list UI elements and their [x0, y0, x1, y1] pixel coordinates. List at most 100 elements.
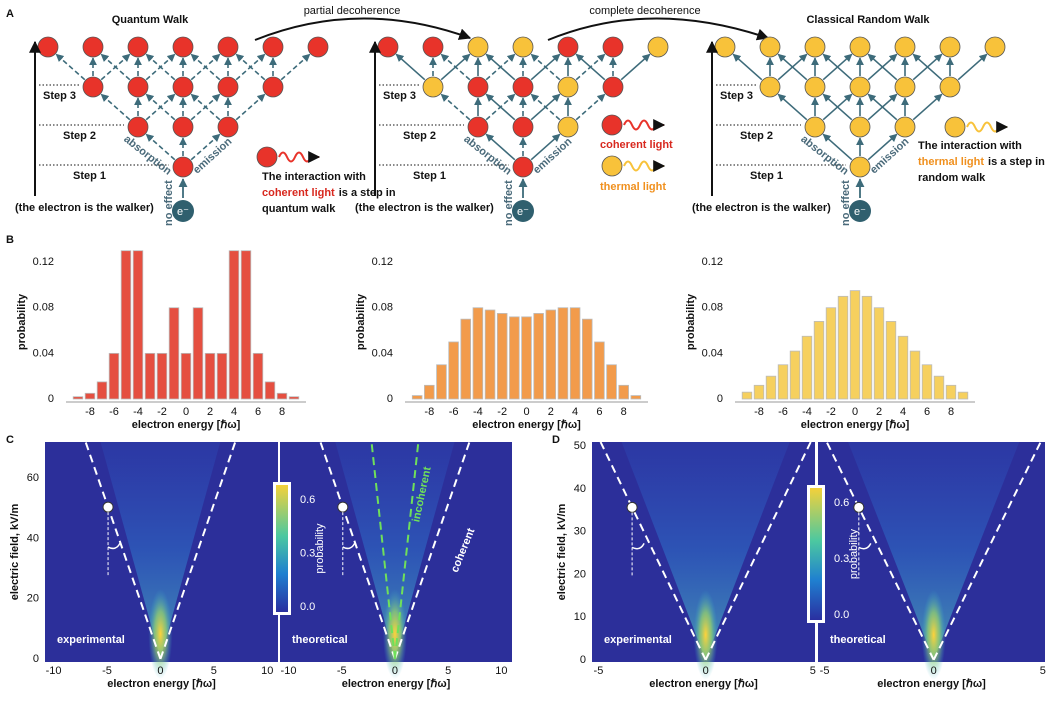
- plot-annotation: theoretical: [292, 634, 348, 646]
- x-tick-label: -8: [424, 406, 434, 418]
- x-tick-label: 10: [495, 665, 507, 677]
- bar: [921, 364, 933, 400]
- x-tick-label: 0: [392, 665, 398, 677]
- y-axis-label: probability: [16, 293, 28, 350]
- x-tick-label: 0: [852, 406, 858, 418]
- x-tick-label: 6: [255, 406, 261, 418]
- heatmap-hot: [693, 589, 718, 680]
- plot-annotation: experimental: [57, 634, 125, 646]
- lattice-edge: [395, 53, 426, 81]
- bar: [813, 321, 825, 400]
- x-tick-label: 2: [876, 406, 882, 418]
- transition-label: partial decoherence: [304, 5, 401, 17]
- lattice-edge: [485, 133, 516, 161]
- bar: [484, 309, 496, 400]
- bar: [156, 352, 168, 400]
- angle-arc: [107, 542, 121, 550]
- step-label: Step 1: [73, 170, 106, 182]
- lattice-edge: [145, 133, 176, 161]
- heatmap-hot: [382, 588, 407, 679]
- bar: [557, 307, 569, 400]
- photon-wave: [623, 160, 666, 172]
- lattice-edge: [912, 53, 943, 81]
- caption-highlight: coherent light: [262, 187, 335, 199]
- step-label: Step 1: [413, 170, 446, 182]
- lattice-node: [82, 76, 104, 98]
- bar: [436, 364, 447, 400]
- legend-label: coherent light: [600, 139, 673, 151]
- x-tick-label: 8: [621, 406, 627, 418]
- bar: [606, 364, 617, 400]
- photon-icon: [601, 114, 623, 136]
- electron: [512, 200, 534, 222]
- lattice-edge: [145, 93, 176, 121]
- bar: [496, 313, 508, 400]
- lattice-node: [602, 36, 624, 58]
- lattice-node: [467, 76, 489, 98]
- x-axis-label: electron energy [ℏω]: [801, 419, 910, 431]
- x-tick-label: -2: [826, 406, 836, 418]
- lattice-edge: [530, 93, 561, 121]
- lattice-edge: [867, 133, 898, 161]
- lattice-edge: [530, 133, 561, 161]
- lattice-node: [127, 76, 149, 98]
- walker-label: (the electron is the walker): [692, 202, 831, 214]
- step-label: Step 3: [383, 90, 416, 102]
- x-tick-label: -5: [820, 665, 830, 677]
- heatmap-glow: [621, 442, 790, 660]
- x-tick-label: 5: [445, 665, 451, 677]
- lattice-edge: [485, 93, 516, 121]
- x-axis-label: electron energy [ℏω]: [877, 678, 986, 690]
- lattice-node: [172, 76, 194, 98]
- x-tick-label: 0: [703, 665, 709, 677]
- step-label: Step 3: [720, 90, 753, 102]
- colorbar-tick-label: 0.6: [300, 494, 315, 506]
- bar: [789, 350, 801, 400]
- y-tick-label: 0.04: [702, 347, 723, 359]
- transition-arrow: [547, 17, 770, 41]
- step-label: Step 2: [740, 130, 773, 142]
- x-tick-label: 0: [523, 406, 529, 418]
- caption: thermal light is a step in: [918, 156, 1045, 168]
- lattice-edge: [912, 93, 943, 121]
- legend-label: thermal light: [600, 181, 666, 193]
- bar: [192, 307, 204, 400]
- lattice-edge: [280, 53, 311, 81]
- y-tick-label: 50: [574, 440, 586, 452]
- y-axis-label: electric field, kV/m: [9, 503, 21, 600]
- bar: [521, 316, 532, 400]
- lattice-node: [849, 76, 871, 98]
- dashed-guide: [932, 441, 1042, 661]
- bar: [594, 341, 605, 400]
- bar: [132, 250, 144, 400]
- heatmap-hot: [148, 588, 173, 679]
- photon-wave: [278, 151, 321, 163]
- x-tick-label: 4: [231, 406, 237, 418]
- colorbar: [810, 488, 822, 620]
- lattice-edge: [190, 93, 221, 121]
- y-tick-label: 0: [33, 653, 39, 665]
- electron: [849, 200, 871, 222]
- lattice-edge: [867, 53, 898, 81]
- lattice-node: [217, 76, 239, 98]
- lattice-node: [512, 36, 534, 58]
- caption: quantum walk: [262, 203, 336, 215]
- lattice-edge: [145, 53, 176, 81]
- bar: [472, 307, 484, 400]
- bar: [228, 250, 240, 400]
- bar: [849, 290, 861, 400]
- bar: [424, 384, 435, 400]
- walker-label: (the electron is the walker): [355, 202, 494, 214]
- x-tick-label: 4: [572, 406, 578, 418]
- bar: [945, 384, 957, 400]
- x-tick-label: 6: [596, 406, 602, 418]
- lattice-node: [984, 36, 1006, 58]
- bar: [276, 392, 288, 400]
- x-tick-label: 0: [183, 406, 189, 418]
- caption-highlight: thermal light: [918, 156, 984, 168]
- lattice-node: [467, 36, 489, 58]
- lattice-node: [602, 76, 624, 98]
- y-tick-label: 0.12: [702, 256, 723, 268]
- dashed-guide: [393, 441, 420, 660]
- bar: [825, 307, 837, 400]
